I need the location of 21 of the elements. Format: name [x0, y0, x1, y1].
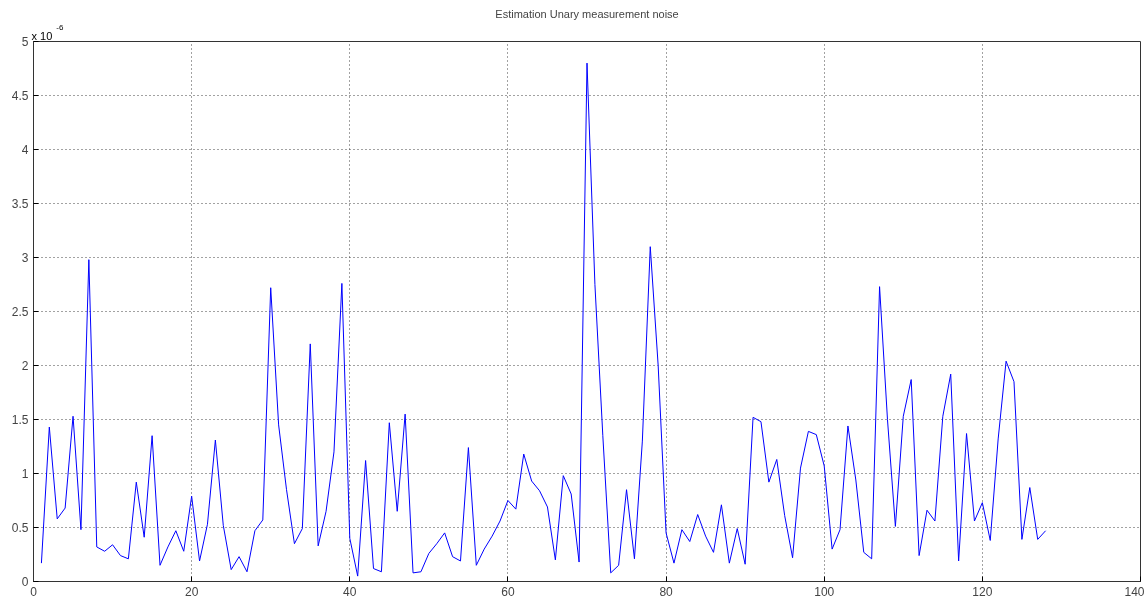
x-tick-label: 40 — [343, 584, 357, 599]
y-tick-label: 2 — [21, 359, 29, 373]
y-tick-label: 0.5 — [11, 521, 29, 535]
x-tick-label: 80 — [659, 584, 674, 599]
line-series — [40, 62, 1047, 577]
y-tick-label: 3.5 — [11, 197, 29, 211]
y-tick-label: 1 — [21, 467, 29, 481]
y-tick-label: 4 — [21, 143, 29, 157]
x-tick-label: 60 — [501, 584, 515, 599]
y-tick-label: 2.5 — [11, 305, 29, 319]
annotation: x 10-6 — [31, 22, 64, 42]
y-tick-label: 5 — [21, 35, 29, 49]
x-tick-label: 140 — [1124, 584, 1144, 599]
chart-title: Estimation Unary measurement noise — [495, 7, 679, 20]
x-tick-label: 100 — [814, 584, 835, 599]
x-tick-label: 120 — [972, 584, 993, 599]
x-tick-label: 20 — [184, 584, 199, 599]
y-tick-label: 0 — [21, 575, 29, 589]
y-tick-label: 4.5 — [11, 89, 29, 103]
y-tick-label: 3 — [21, 251, 29, 265]
y-tick-label: 1.5 — [11, 413, 29, 427]
